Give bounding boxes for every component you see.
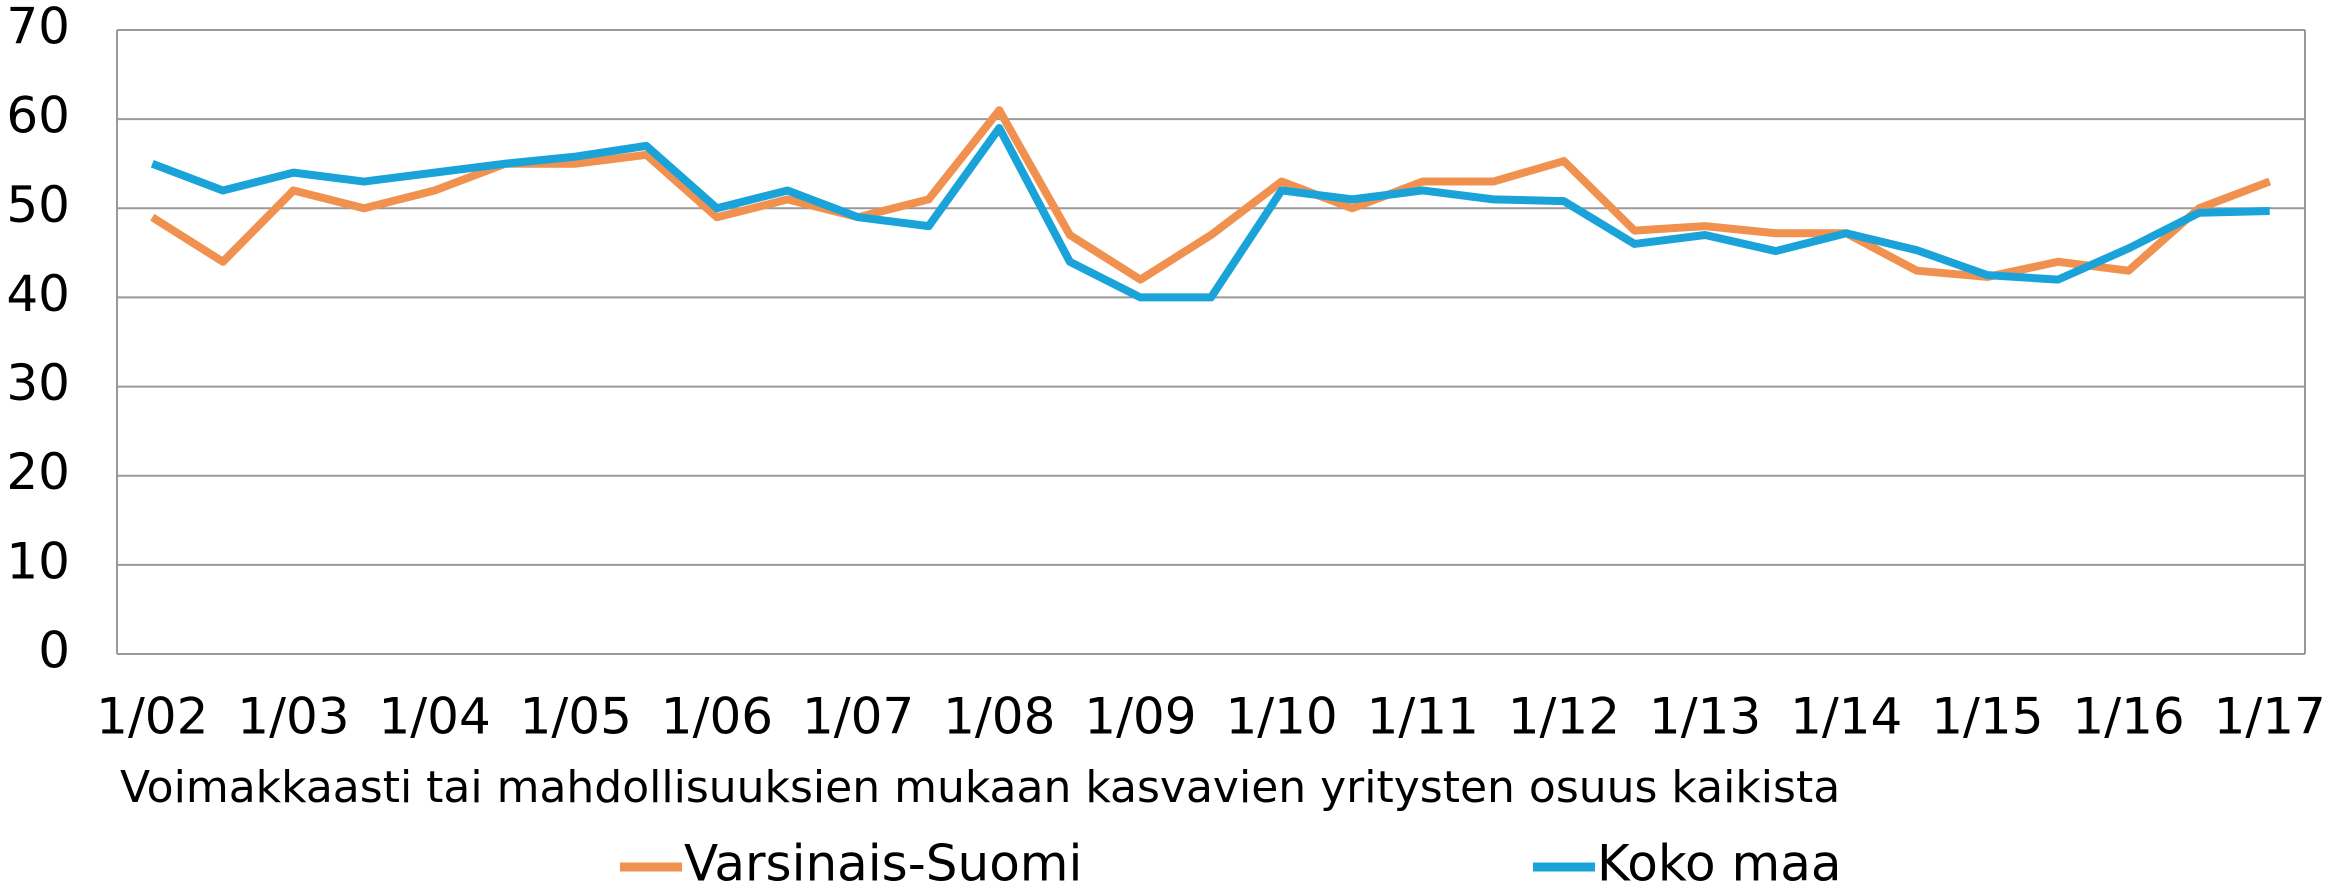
x-tick-label: 1/07 — [802, 688, 914, 746]
x-tick-label: 1/14 — [1790, 688, 1902, 746]
x-tick-label: 1/06 — [661, 688, 773, 746]
series-line — [150, 106, 2272, 284]
series-line — [150, 124, 2270, 302]
x-tick-label: 1/11 — [1367, 688, 1479, 746]
x-axis-label: Voimakkaasti tai mahdollisuuksien mukaan… — [120, 762, 1840, 813]
x-tick-label: 1/10 — [1225, 688, 1337, 746]
x-tick-label: 1/09 — [1084, 688, 1196, 746]
x-tick-label: 1/04 — [378, 688, 490, 746]
legend-label: Varsinais-Suomi — [684, 835, 1082, 891]
y-tick-label: 30 — [6, 354, 70, 412]
y-tick-label: 50 — [6, 176, 70, 234]
y-tick-label: 20 — [6, 443, 70, 501]
legend-label: Koko maa — [1597, 835, 1842, 891]
x-tick-label: 1/13 — [1649, 688, 1761, 746]
x-tick-label: 1/02 — [96, 688, 208, 746]
y-tick-label: 40 — [6, 265, 70, 323]
x-tick-label: 1/08 — [943, 688, 1055, 746]
y-tick-label: 0 — [38, 622, 70, 680]
x-tick-label: 1/12 — [1508, 688, 1620, 746]
y-tick-label: 10 — [6, 532, 70, 590]
x-tick-label: 1/17 — [2214, 688, 2326, 746]
x-tick-label: 1/15 — [1931, 688, 2043, 746]
x-tick-label: 1/03 — [237, 688, 349, 746]
x-tick-label: 1/16 — [2072, 688, 2184, 746]
y-tick-label: 60 — [6, 87, 70, 145]
y-tick-label: 70 — [6, 0, 70, 56]
x-tick-label: 1/05 — [520, 688, 632, 746]
